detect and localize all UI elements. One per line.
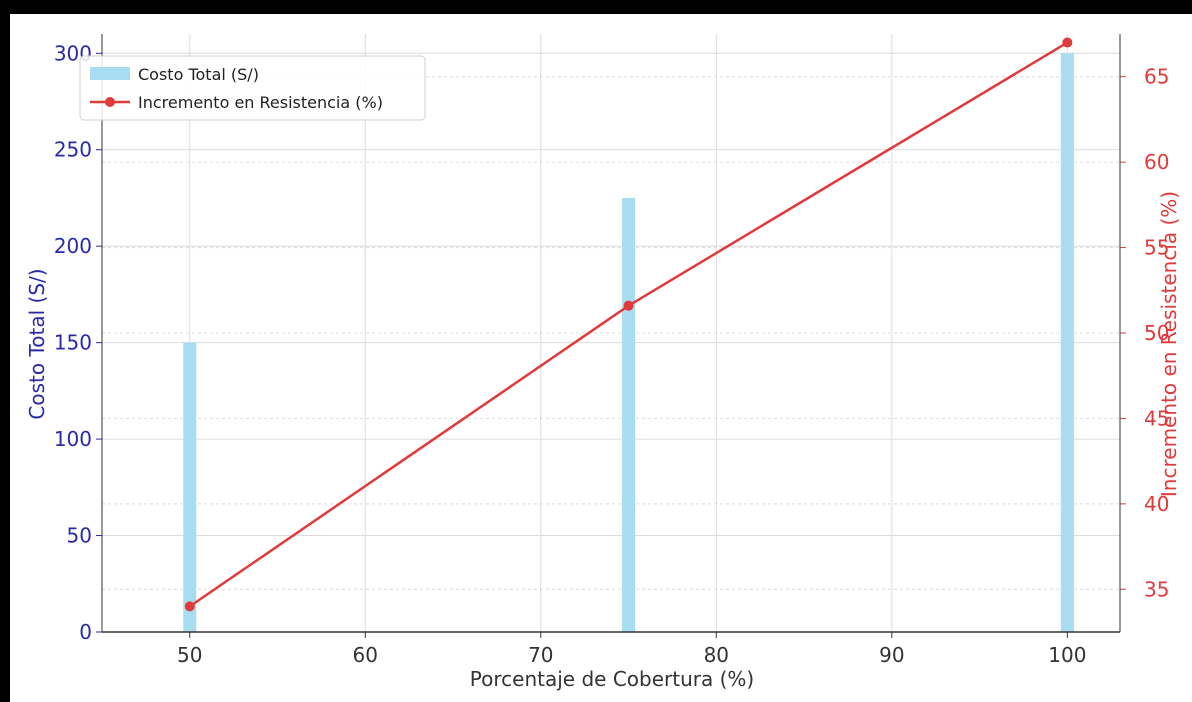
right-y-axis-title: Incremento en Resistencia (%) [1157,191,1181,497]
legend: Costo Total (S/) Incremento en Resistenc… [79,55,426,121]
combo-chart: 50 60 70 80 90 100050100150200250300354045505… [25,34,1181,691]
bar [622,197,636,632]
left-y-axis-title: Costo Total (S/) [25,268,49,419]
bar [183,342,197,632]
x-tick-label: 70 [528,643,553,667]
y-tick-label: 0 [79,620,92,644]
y-tick-label: 50 [67,524,92,548]
grid-layer [102,34,1120,633]
x-axis-title: Porcentaje de Cobertura (%) [470,667,754,691]
y2-tick-label: 55 [1144,236,1169,260]
legend-line-marker [105,97,115,107]
y-tick-label: 100 [54,427,92,451]
legend-bar-label: Costo Total (S/) [138,65,259,84]
x-tick-label: 100 [1048,643,1086,667]
resistance-point [184,601,195,612]
y2-tick-label: 65 [1144,65,1169,89]
y2-tick-label: 45 [1144,406,1169,430]
y-tick-label: 200 [54,234,92,258]
y-tick-label: 150 [54,331,92,355]
y2-tick-label: 60 [1144,150,1169,174]
axis-layer: 50 60 70 80 90 100050100150200250300354045505… [54,34,1169,667]
x-tick-label: 90 [879,643,904,667]
x-tick-label: 50 [177,643,202,667]
x-tick-label: 80 [704,643,729,667]
y2-tick-label: 40 [1144,492,1169,516]
line-layer [184,37,1073,612]
chart-frame: 50 60 70 80 90 100 0 50 100 150 200 250 300 35 40 45 50 5… [10,14,1192,702]
legend-box [79,55,426,121]
y2-tick-label: 35 [1144,577,1169,601]
y-tick-label: 250 [54,138,92,162]
resistance-point [623,300,634,311]
y2-tick-label: 50 [1144,321,1169,345]
legend-bar-swatch [90,67,130,80]
legend-line-label: Incremento en Resistencia (%) [138,93,383,112]
x-tick-label: 60 [353,643,378,667]
resistance-point [1062,37,1073,48]
bar [1060,53,1074,632]
